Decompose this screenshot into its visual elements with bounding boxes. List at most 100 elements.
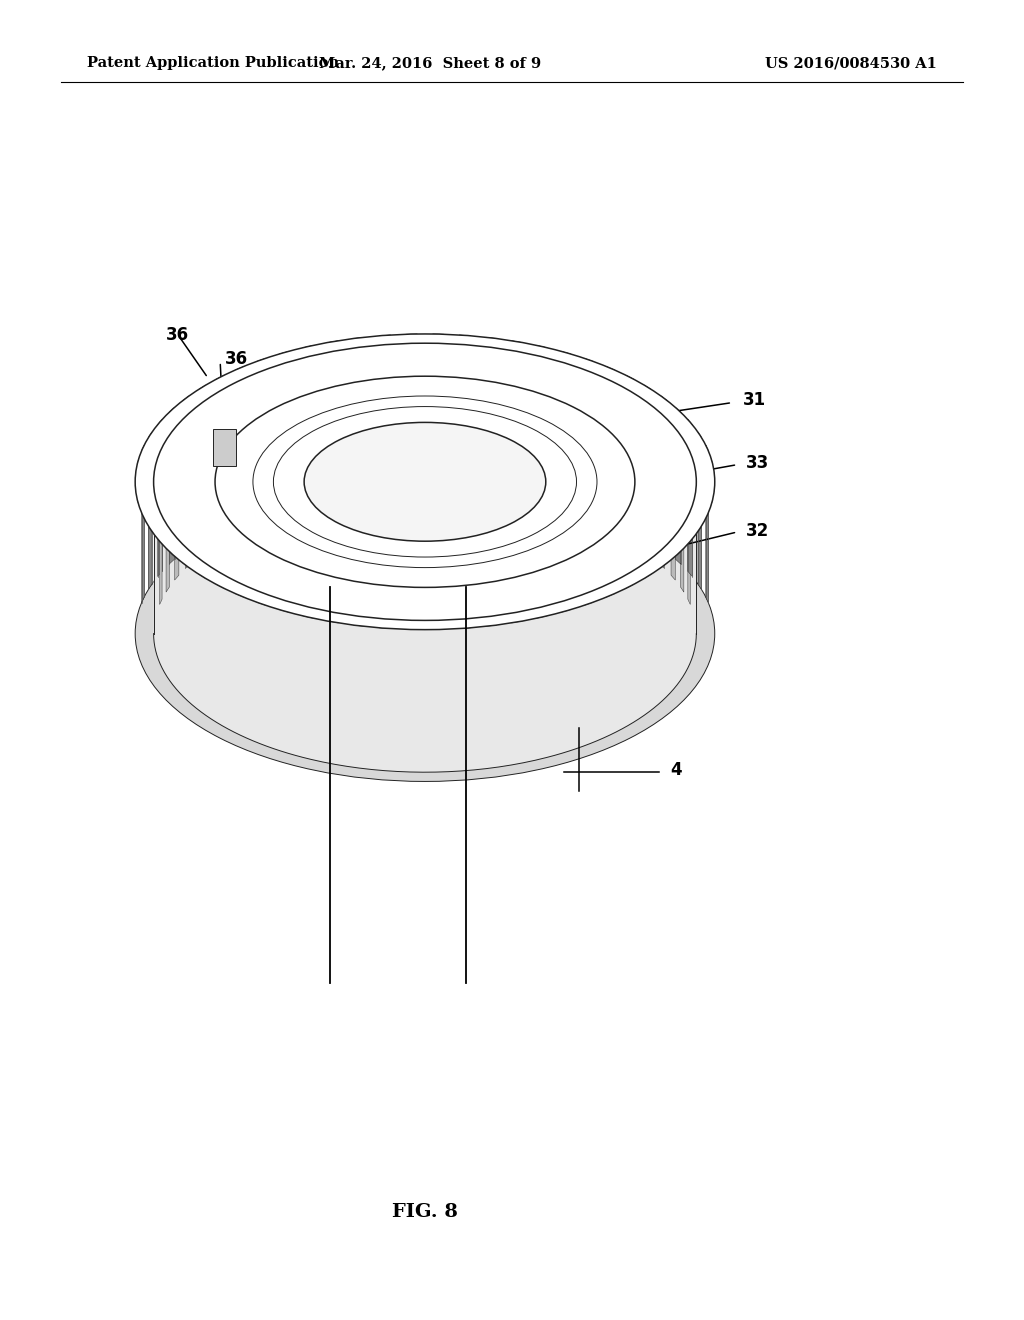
Polygon shape: [379, 335, 392, 345]
Polygon shape: [573, 594, 593, 606]
Polygon shape: [681, 432, 701, 441]
Polygon shape: [631, 568, 651, 578]
Text: Mar. 24, 2016  Sheet 8 of 9: Mar. 24, 2016 Sheet 8 of 9: [319, 57, 541, 70]
Polygon shape: [482, 337, 497, 347]
Text: FIG. 8: FIG. 8: [392, 1203, 458, 1221]
Polygon shape: [552, 351, 570, 362]
Polygon shape: [671, 420, 692, 428]
Polygon shape: [681, 436, 684, 593]
Polygon shape: [659, 546, 681, 556]
Polygon shape: [688, 447, 690, 605]
Polygon shape: [512, 341, 522, 495]
Polygon shape: [646, 401, 651, 557]
Polygon shape: [158, 420, 179, 428]
Polygon shape: [141, 445, 144, 602]
Polygon shape: [681, 523, 701, 532]
Polygon shape: [584, 358, 593, 513]
Polygon shape: [594, 366, 614, 378]
Text: 36: 36: [166, 326, 189, 345]
Polygon shape: [626, 375, 634, 531]
Polygon shape: [353, 616, 368, 627]
Ellipse shape: [215, 376, 635, 587]
Polygon shape: [169, 408, 174, 564]
Polygon shape: [695, 473, 715, 478]
Text: US 2016/0084530 A1: US 2016/0084530 A1: [765, 57, 937, 70]
Polygon shape: [185, 412, 190, 569]
Polygon shape: [613, 375, 634, 385]
Polygon shape: [482, 346, 493, 499]
Polygon shape: [236, 366, 256, 378]
Polygon shape: [148, 432, 169, 441]
Polygon shape: [303, 346, 313, 499]
Polygon shape: [688, 420, 692, 577]
Polygon shape: [659, 412, 665, 569]
Polygon shape: [698, 432, 701, 589]
Polygon shape: [236, 366, 244, 521]
Ellipse shape: [135, 334, 715, 630]
Polygon shape: [458, 335, 471, 345]
Polygon shape: [141, 445, 162, 453]
Polygon shape: [248, 374, 256, 529]
Polygon shape: [631, 385, 651, 396]
Polygon shape: [280, 602, 298, 612]
Polygon shape: [310, 354, 321, 508]
Polygon shape: [148, 523, 169, 532]
Polygon shape: [169, 546, 190, 556]
Polygon shape: [158, 536, 179, 544]
Polygon shape: [594, 374, 602, 529]
Polygon shape: [671, 424, 675, 579]
Polygon shape: [433, 334, 444, 486]
Polygon shape: [334, 350, 344, 503]
Polygon shape: [141, 511, 162, 519]
Polygon shape: [216, 375, 237, 385]
Ellipse shape: [154, 343, 696, 620]
Polygon shape: [646, 558, 668, 568]
Polygon shape: [280, 351, 298, 362]
Polygon shape: [537, 346, 547, 499]
Polygon shape: [328, 341, 344, 351]
Polygon shape: [382, 345, 392, 496]
Polygon shape: [160, 447, 162, 605]
Polygon shape: [573, 366, 583, 521]
Polygon shape: [169, 408, 190, 417]
Text: Patent Application Publication: Patent Application Publication: [87, 57, 339, 70]
Polygon shape: [529, 354, 540, 508]
Polygon shape: [135, 486, 155, 491]
Polygon shape: [353, 337, 368, 347]
Polygon shape: [216, 578, 237, 589]
Polygon shape: [552, 602, 570, 612]
Polygon shape: [529, 607, 547, 618]
Polygon shape: [303, 607, 321, 618]
Polygon shape: [631, 391, 637, 548]
Polygon shape: [659, 408, 681, 417]
Polygon shape: [182, 558, 204, 568]
Polygon shape: [289, 359, 298, 513]
Polygon shape: [561, 351, 570, 506]
Polygon shape: [379, 335, 390, 487]
Polygon shape: [688, 511, 709, 519]
Polygon shape: [573, 358, 593, 370]
Ellipse shape: [273, 407, 577, 557]
Polygon shape: [406, 334, 418, 343]
Ellipse shape: [253, 396, 597, 568]
Polygon shape: [613, 381, 621, 537]
Polygon shape: [166, 436, 169, 593]
Polygon shape: [644, 385, 651, 541]
Polygon shape: [199, 385, 206, 541]
Polygon shape: [229, 381, 237, 537]
Ellipse shape: [304, 422, 546, 541]
Polygon shape: [529, 346, 547, 356]
Polygon shape: [303, 346, 321, 356]
Polygon shape: [280, 351, 289, 506]
Polygon shape: [213, 391, 219, 548]
Polygon shape: [460, 335, 471, 487]
Polygon shape: [646, 396, 668, 405]
Polygon shape: [199, 385, 219, 396]
Polygon shape: [706, 445, 709, 602]
Polygon shape: [216, 375, 224, 531]
Polygon shape: [482, 616, 497, 627]
Polygon shape: [328, 612, 344, 623]
Polygon shape: [267, 366, 276, 521]
Polygon shape: [328, 341, 338, 495]
Polygon shape: [199, 401, 204, 557]
